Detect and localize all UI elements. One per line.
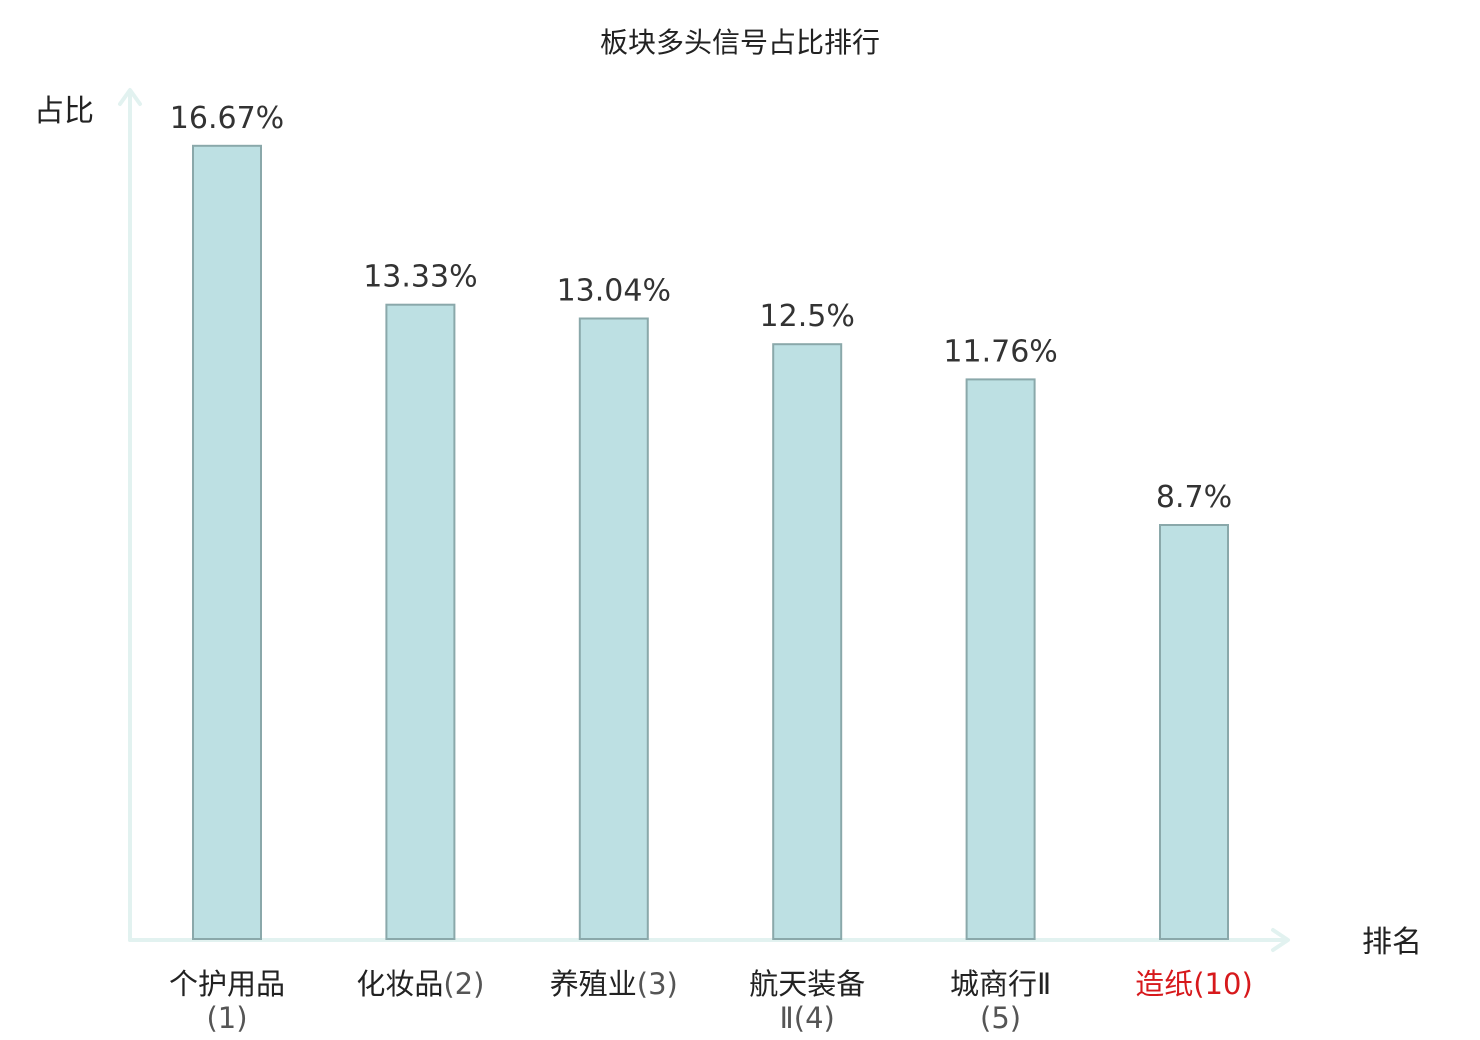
category-labels: 个护用品(1) 化妆品(2) 养殖业(3) 航天装备 Ⅱ(4) 城商行Ⅱ (5) 造纸(10) [169,967,1253,1035]
y-axis-arrow-icon [118,88,142,106]
category-rank: Ⅱ(4) [780,1001,835,1035]
x-axis-arrow-icon [1271,928,1290,952]
value-labels: 16.67% 13.33% 13.04% 12.5% 11.76% 8.7% [170,101,1232,515]
category-label: 城商行Ⅱ (5) [950,967,1051,1035]
category-name: 航天装备 [749,967,865,1001]
category-label: 个护用品(1) [169,967,285,1035]
bar-series [192,144,1229,941]
bar-value-label: 11.76% [943,334,1057,369]
category-name: 养殖业 [550,967,637,1001]
bar [385,303,456,940]
bar-value-label: 8.7% [1156,480,1232,515]
category-label: 化妆品(2) [356,967,484,1001]
category-rank: (10) [1193,967,1253,1001]
bar-value-label: 12.5% [760,299,855,334]
category-name: 造纸 [1135,967,1193,1001]
category-name: 城商行Ⅱ [950,967,1051,1001]
chart-title: 板块多头信号占比排行 [600,26,880,59]
bar [772,343,843,940]
bar-value-label: 13.33% [363,260,477,295]
category-label: 航天装备 Ⅱ(4) [749,967,865,1035]
bar [965,378,1036,940]
bar-value-label: 16.67% [170,101,284,136]
category-name: 个护用品 [169,967,285,1001]
category-label: 养殖业(3) [550,967,678,1001]
category-rank: (5) [980,1001,1021,1035]
bar [578,317,649,940]
x-axis-label: 排名 [1362,925,1422,960]
bar [192,144,262,941]
category-rank: (1) [206,1001,247,1035]
category-rank: (3) [637,967,678,1001]
y-axis-label: 占比 [34,94,94,129]
category-name: 化妆品 [356,967,443,1001]
bar [1159,524,1229,940]
bar-value-label: 13.04% [557,274,671,309]
category-label: 造纸(10) [1135,967,1253,1001]
category-rank: (2) [443,967,484,1001]
